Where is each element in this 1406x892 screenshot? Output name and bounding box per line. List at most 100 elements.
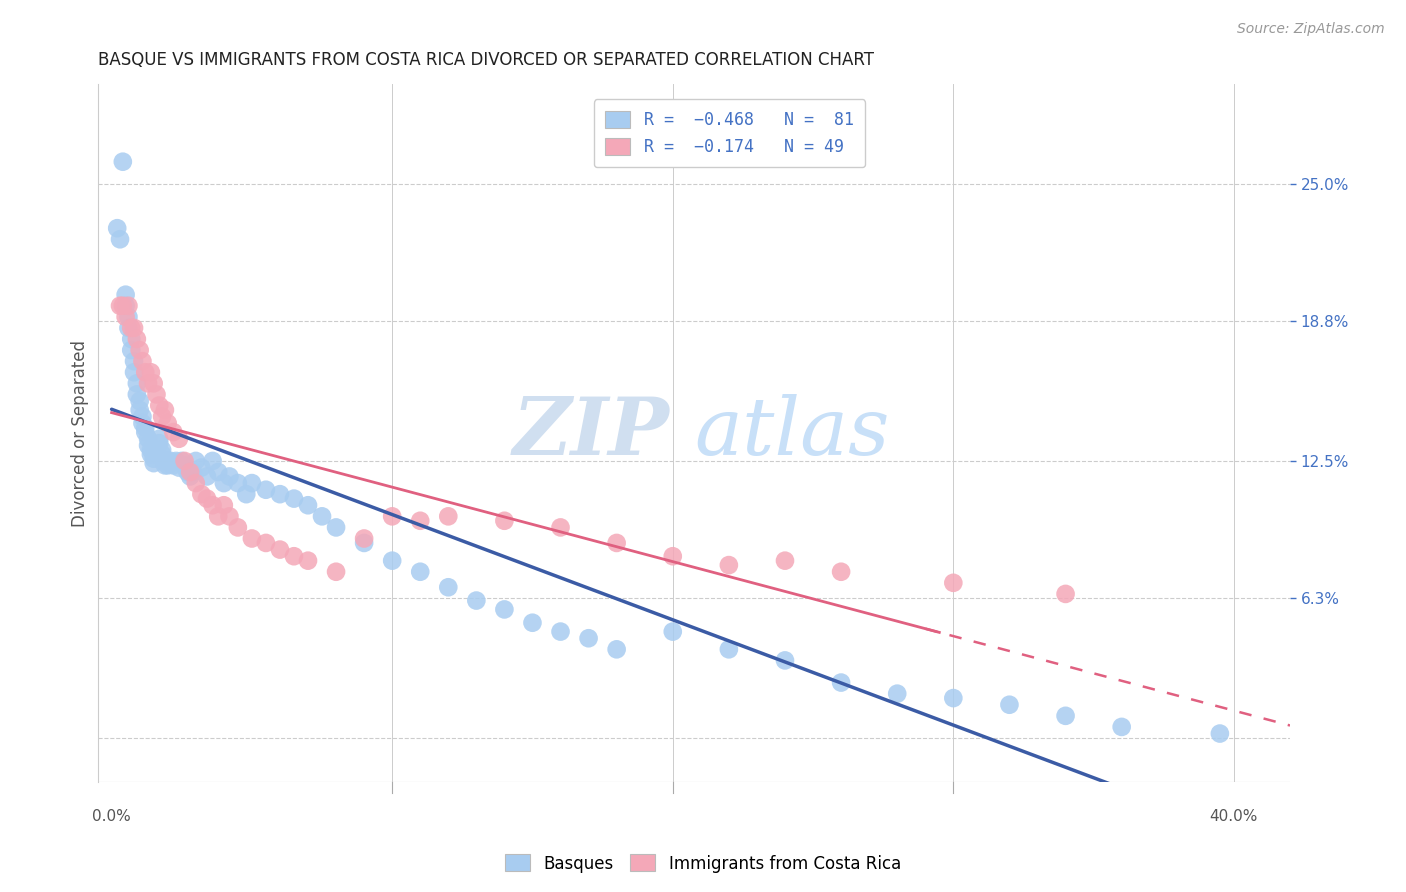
Point (117, 321, 139, 335)
Point (179, 469, 201, 483)
Point (153, 403, 176, 417)
Point (139, 447, 162, 461)
Point (173, 458, 195, 473)
Point (176, 465, 198, 479)
Point (111, 154, 134, 169)
Point (105, 221, 128, 235)
Point (325, 520, 347, 534)
Point (156, 458, 179, 473)
Point (254, 483, 277, 497)
Point (108, 232, 131, 246)
Point (297, 498, 319, 512)
Point (1111, 720, 1133, 734)
Point (494, 514, 516, 528)
Point (717, 642, 740, 657)
Point (184, 476, 207, 491)
Point (120, 332, 142, 346)
Point (437, 509, 460, 524)
Point (136, 438, 159, 452)
Point (156, 454, 179, 468)
Point (122, 354, 145, 368)
Point (606, 642, 628, 657)
Point (122, 365, 145, 379)
Legend: Basques, Immigrants from Costa Rica: Basques, Immigrants from Costa Rica (498, 847, 908, 880)
Point (114, 310, 136, 324)
Point (240, 476, 263, 491)
Point (218, 509, 240, 524)
Point (142, 456, 165, 470)
Point (148, 432, 170, 446)
Point (125, 332, 148, 346)
Point (195, 469, 218, 483)
Point (134, 420, 156, 434)
Point (494, 602, 516, 616)
Point (201, 498, 224, 512)
Point (125, 376, 148, 391)
Text: 0.0%: 0.0% (93, 809, 131, 824)
Point (311, 509, 333, 524)
Point (145, 387, 167, 401)
Point (606, 536, 628, 550)
Point (167, 432, 190, 446)
Point (145, 442, 167, 457)
Point (1054, 708, 1077, 723)
Point (150, 409, 173, 424)
Point (148, 399, 170, 413)
Point (165, 454, 187, 468)
Point (325, 565, 347, 579)
Point (162, 425, 184, 439)
Point (190, 460, 212, 475)
Legend: R =  −0.468   N =  81, R =  −0.174   N = 49: R = −0.468 N = 81, R = −0.174 N = 49 (593, 99, 866, 168)
Point (283, 549, 305, 564)
Point (297, 554, 319, 568)
Point (381, 554, 404, 568)
Point (661, 549, 683, 564)
Text: Source: ZipAtlas.com: Source: ZipAtlas.com (1237, 22, 1385, 37)
Point (153, 454, 176, 468)
Point (886, 687, 908, 701)
Point (125, 387, 148, 401)
Point (830, 675, 852, 690)
Point (269, 542, 291, 557)
Point (131, 409, 153, 424)
Point (159, 454, 181, 468)
Point (240, 532, 263, 546)
Point (184, 454, 207, 468)
Point (195, 491, 218, 506)
Point (201, 454, 224, 468)
Point (167, 460, 190, 475)
Point (173, 454, 195, 468)
Point (128, 403, 150, 417)
Point (148, 436, 170, 450)
Point (131, 416, 153, 430)
Point (108, 299, 131, 313)
Point (139, 365, 162, 379)
Point (942, 575, 965, 590)
Point (353, 532, 375, 546)
Point (136, 432, 159, 446)
Point (156, 416, 179, 430)
Point (120, 343, 142, 357)
Point (830, 565, 852, 579)
Point (114, 299, 136, 313)
Point (136, 376, 159, 391)
Point (226, 520, 249, 534)
Text: ZIP: ZIP (513, 394, 669, 472)
Point (550, 520, 572, 534)
Point (120, 321, 142, 335)
Point (142, 451, 165, 466)
Point (128, 343, 150, 357)
Point (150, 447, 173, 461)
Point (578, 632, 600, 646)
Point (437, 580, 460, 594)
Point (218, 469, 240, 483)
Point (122, 321, 145, 335)
Point (998, 698, 1021, 712)
Point (353, 536, 375, 550)
Point (235, 487, 257, 501)
Point (117, 299, 139, 313)
Text: 40.0%: 40.0% (1209, 809, 1258, 824)
Point (550, 624, 572, 639)
Point (207, 465, 229, 479)
Point (283, 491, 305, 506)
